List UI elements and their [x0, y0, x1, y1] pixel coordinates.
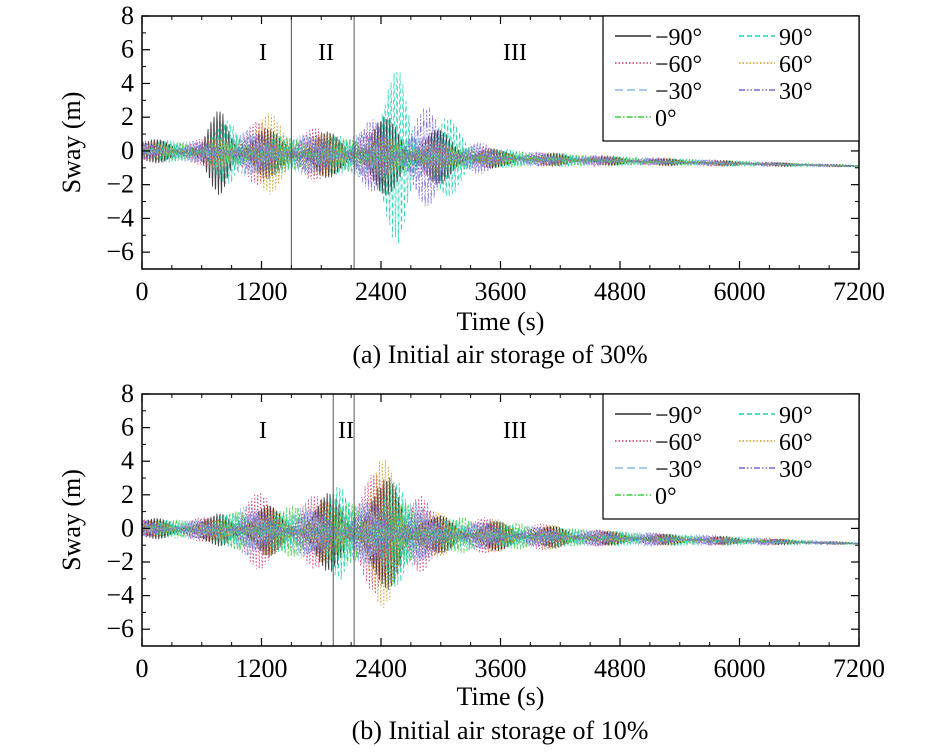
y-tick-label: 4 [121, 68, 134, 97]
y-tick-label: 2 [121, 102, 134, 131]
phase-label: III [503, 418, 527, 444]
legend-label: 90° [779, 25, 813, 51]
legend-label: 30° [779, 79, 813, 105]
phase-label: III [503, 40, 527, 66]
x-axis-label: Time (s) [457, 307, 545, 336]
x-tick-label: 3600 [475, 277, 527, 306]
plot-area [142, 459, 859, 610]
y-tick-label: −2 [106, 170, 134, 199]
panel-caption: (b) Initial air storage of 10% [352, 716, 649, 745]
legend-box [602, 15, 860, 142]
series-line-6 [142, 107, 859, 207]
x-tick-label: 1200 [236, 654, 288, 683]
x-tick-label: 1200 [236, 277, 288, 306]
legend: −90°−60°−30°0° 90°60°30° [602, 393, 860, 520]
x-tick-label: 6000 [714, 277, 766, 306]
legend-label: −90° [655, 25, 702, 51]
phase-label: I [259, 40, 267, 66]
x-tick-label: 2400 [355, 654, 407, 683]
x-tick-label: 0 [136, 277, 149, 306]
legend-label: 0° [655, 106, 677, 132]
y-axis-label: Sway (m) [57, 469, 86, 571]
x-tick-label: 6000 [714, 654, 766, 683]
y-axis-label: Sway (m) [57, 92, 86, 194]
legend-label: −30° [655, 79, 702, 105]
legend-label: −90° [655, 403, 702, 429]
x-tick-label: 4800 [594, 277, 646, 306]
legend-label: −30° [655, 457, 702, 483]
x-tick-label: 2400 [355, 277, 407, 306]
y-tick-label: 0 [121, 136, 134, 165]
series-line-6 [142, 500, 859, 566]
legend-label: 60° [779, 430, 813, 456]
y-tick-label: 8 [121, 1, 134, 30]
plot-area [142, 71, 859, 244]
legend-label: 90° [779, 403, 813, 429]
x-tick-label: 4800 [594, 654, 646, 683]
legend-label: −60° [655, 430, 702, 456]
legend-label: −60° [655, 52, 702, 78]
legend-label: 60° [779, 52, 813, 78]
y-tick-label: 0 [121, 513, 134, 542]
x-tick-label: 7200 [833, 654, 885, 683]
x-tick-label: 7200 [833, 277, 885, 306]
phase-label: II [338, 418, 354, 444]
series-line-5 [142, 113, 859, 195]
legend: −90°−60°−30°0° 90°60°30° [602, 15, 860, 142]
panel-caption: (a) Initial air storage of 30% [352, 340, 647, 369]
series-line-4 [142, 480, 859, 587]
phase-label: II [318, 40, 334, 66]
y-tick-label: −6 [106, 237, 134, 266]
series-line-4 [142, 71, 859, 244]
x-axis-label: Time (s) [457, 682, 545, 711]
x-tick-label: 3600 [475, 654, 527, 683]
x-tick-label: 0 [136, 654, 149, 683]
phase-label: I [259, 418, 267, 444]
legend-label: 0° [655, 484, 677, 510]
y-tick-label: 6 [121, 35, 134, 64]
y-tick-label: 2 [121, 480, 134, 509]
y-tick-label: −4 [106, 203, 134, 232]
legend-box [602, 393, 860, 520]
y-tick-label: 4 [121, 446, 134, 475]
y-tick-label: −4 [106, 581, 134, 610]
legend-label: 30° [779, 457, 813, 483]
series-line-5 [142, 459, 859, 610]
y-tick-label: −6 [106, 614, 134, 643]
y-tick-label: −2 [106, 547, 134, 576]
y-tick-label: 8 [121, 379, 134, 408]
y-tick-label: 6 [121, 413, 134, 442]
